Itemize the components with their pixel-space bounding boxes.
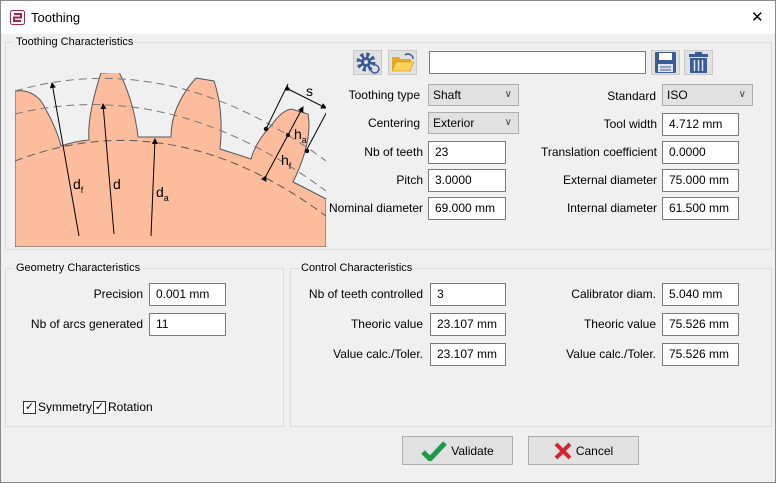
gear-refresh-icon [356,52,380,74]
nb-arcs-label: Nb of arcs generated [30,317,143,331]
settings-refresh-button[interactable] [353,50,382,75]
chevron-down-icon: ∨ [504,89,512,100]
nominal-diameter-input[interactable]: 69.000 mm [428,197,506,220]
window-title: Toothing [31,10,81,25]
hf-label: hf [281,152,292,171]
rotation-label: Rotation [108,400,153,414]
standard-label: Standard [607,89,656,103]
internal-diameter-label: Internal diameter [566,201,657,215]
tool-width-input[interactable]: 4.712 mm [662,113,739,136]
geometry-group-title: Geometry Characteristics [13,262,144,274]
external-diameter-label: External diameter [562,173,657,187]
toothing-type-select[interactable]: Shaft ∨ [428,84,519,106]
nb-teeth-controlled-label: Nb of teeth controlled [308,287,423,301]
standard-value: ISO [667,88,688,102]
geometry-characteristics-group [5,268,284,427]
nb-teeth-controlled-input[interactable]: 3 [430,283,506,306]
value-calc-left-label: Value calc./Toler. [333,347,423,361]
centering-value: Exterior [433,116,475,130]
gear-teeth [15,73,326,247]
nominal-diameter-label: Nominal diameter [328,201,423,215]
d-arrow [100,103,115,235]
standard-select[interactable]: ISO ∨ [662,84,753,106]
da-arrow [150,138,158,237]
symmetry-label: Symmetry [38,400,92,414]
df-arrow [49,82,80,237]
cross-icon [554,442,572,459]
translation-coefficient-input[interactable]: 0.0000 [662,141,739,164]
save-button[interactable] [651,50,680,75]
cancel-button[interactable]: Cancel [528,436,639,465]
toothing-type-value: Shaft [433,88,462,102]
translation-coefficient-label: Translation coefficient [540,145,657,159]
d-label: d [113,176,121,192]
precision-label: Precision [93,287,143,301]
centering-select[interactable]: Exterior ∨ [428,112,519,134]
app-logo-icon [10,10,25,25]
symmetry-checkbox[interactable]: ✓ Symmetry [23,400,92,414]
value-calc-right-label: Value calc./Toler. [566,347,656,361]
external-diameter-input[interactable]: 75.000 mm [662,169,739,192]
gear-diagram: df d da s ha hf [15,73,326,247]
value-calc-left-input[interactable]: 23.107 mm [430,343,506,366]
checkmark-icon: ✓ [93,400,106,414]
theoric-value-left-label: Theoric value [350,317,423,331]
tool-width-label: Tool width [603,117,657,131]
nb-teeth-label: Nb of teeth [364,145,423,159]
control-group-title: Control Characteristics [298,262,416,274]
chevron-down-icon: ∨ [738,89,746,100]
pitch-input[interactable]: 3.0000 [428,169,506,192]
rotation-checkbox[interactable]: ✓ Rotation [93,400,153,414]
ha-label: ha [294,126,307,145]
open-file-button[interactable] [388,50,417,75]
validate-label: Validate [451,443,494,458]
toothing-group-title: Toothing Characteristics [13,36,137,48]
checkmark-icon: ✓ [23,400,36,414]
checkmark-icon [421,440,448,461]
control-characteristics-group [290,268,772,427]
theoric-value-right-input[interactable]: 75.526 mm [662,313,739,336]
toothing-type-label: Toothing type [348,88,420,102]
nb-teeth-input[interactable]: 23 [428,141,506,164]
file-name-input[interactable] [429,51,646,74]
calibrator-input[interactable]: 5.040 mm [662,283,739,306]
s-arrow [284,85,326,109]
value-calc-right-input[interactable]: 75.526 mm [662,343,739,366]
save-icon [655,52,676,73]
toothing-characteristics-group [5,42,772,250]
title-bar: Toothing ✕ [1,1,775,34]
calibrator-label: Calibrator diam. [571,287,656,301]
precision-input[interactable]: 0.001 mm [149,283,226,306]
validate-button[interactable]: Validate [402,436,513,465]
s-label: s [306,83,313,99]
theoric-value-left-input[interactable]: 23.107 mm [430,313,506,336]
pitch-label: Pitch [396,173,423,187]
h-arrow [260,106,304,182]
centering-label: Centering [367,116,420,130]
chevron-down-icon: ∨ [504,117,512,128]
internal-diameter-input[interactable]: 61.500 mm [662,197,739,220]
df-label: df [73,176,84,195]
cancel-label: Cancel [575,443,614,458]
da-label: da [156,184,169,203]
trash-icon [689,52,708,73]
delete-button[interactable] [684,50,713,75]
close-button[interactable]: ✕ [751,9,764,26]
nb-arcs-input[interactable]: 11 [149,313,226,336]
theoric-value-right-label: Theoric value [583,317,656,331]
folder-open-icon [391,53,415,72]
